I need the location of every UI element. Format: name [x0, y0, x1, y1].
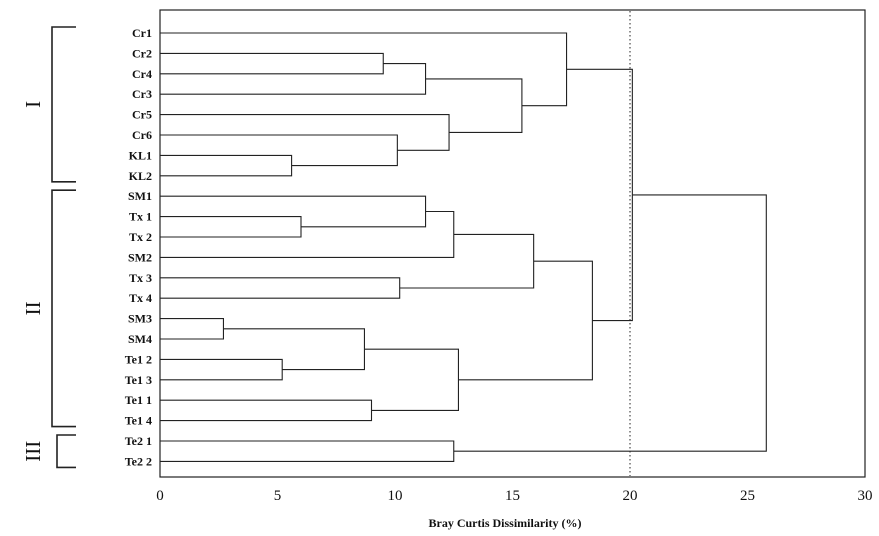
x-axis-ticks: 0 5 10 15 20 25 30	[156, 488, 872, 504]
x-axis-title: Bray Curtis Dissimilarity (%)	[429, 516, 582, 530]
dendrogram-branches	[160, 11, 767, 476]
group-label-iii: III	[21, 441, 45, 462]
leaf-label-sm4: SM4	[128, 332, 152, 346]
leaf-label-kl1: KL1	[129, 148, 152, 162]
branch-m15	[364, 348, 459, 411]
leaf-label-te22: Te2 2	[125, 454, 152, 468]
leaf-label-tx2: Tx 2	[129, 230, 152, 244]
leaf-label-tx3: Tx 3	[129, 271, 152, 285]
leaf-label-cr6: Cr6	[132, 128, 152, 142]
group-bracket-ii	[51, 189, 76, 428]
plot-frame	[159, 9, 866, 478]
group-label-ii: II	[21, 301, 45, 315]
branch-m8	[160, 134, 398, 167]
branch-m19	[458, 260, 593, 381]
branch-m13	[160, 210, 455, 258]
x-tick-label-15: 15	[505, 488, 520, 504]
branch-m18	[160, 32, 568, 107]
x-tick-label-30: 30	[858, 488, 873, 504]
branch-m10	[160, 195, 427, 228]
branch-m6	[160, 399, 373, 422]
leaf-label-te21: Te2 1	[125, 434, 152, 448]
branch-m14	[160, 440, 455, 462]
leaf-labels: Cr1 Cr2 Cr4 Cr3 Cr5 Cr6 KL1 KL2 SM1 Tx 1 Tx 2 SM2 Tx…	[125, 26, 152, 468]
leaf-label-cr3: Cr3	[132, 87, 152, 101]
leaf-label-cr4: Cr4	[132, 67, 152, 81]
leaf-label-te12: Te1 2	[125, 352, 152, 366]
branch-m1	[160, 318, 224, 340]
branch-m4	[160, 216, 302, 238]
branch-m17	[399, 233, 535, 289]
leaf-label-cr5: Cr5	[132, 108, 152, 122]
branch-m3	[160, 154, 293, 177]
leaf-label-sm2: SM2	[128, 250, 152, 264]
branch-m2	[160, 358, 283, 381]
leaf-label-te13: Te1 3	[125, 373, 152, 387]
group-label-i: I	[21, 101, 45, 108]
branch-m21	[453, 194, 767, 452]
leaf-label-sm1: SM1	[128, 189, 152, 203]
x-tick-label-25: 25	[740, 488, 755, 504]
branch-m5	[223, 328, 365, 371]
leaf-label-sm3: SM3	[128, 312, 152, 326]
group-bracket-iii	[56, 434, 76, 469]
branch-m20	[566, 68, 633, 322]
branch-m16	[425, 78, 523, 133]
leaf-label-cr2: Cr2	[132, 46, 152, 60]
branch-m7	[160, 52, 384, 75]
branch-m9	[160, 277, 401, 299]
x-tick-label-5: 5	[274, 488, 282, 504]
leaf-label-te11: Te1 1	[125, 393, 152, 407]
branch-m11	[160, 63, 427, 95]
leaf-label-tx4: Tx 4	[129, 291, 152, 305]
x-tick-label-0: 0	[156, 488, 164, 504]
branch-m12	[160, 114, 450, 151]
leaf-label-cr1: Cr1	[132, 26, 152, 40]
leaf-label-tx1: Tx 1	[129, 210, 152, 224]
group-bracket-i	[51, 26, 76, 183]
leaf-label-kl2: KL2	[129, 169, 152, 183]
leaf-label-te14: Te1 4	[125, 414, 152, 428]
x-tick-label-10: 10	[388, 488, 403, 504]
x-tick-label-20: 20	[623, 488, 638, 504]
